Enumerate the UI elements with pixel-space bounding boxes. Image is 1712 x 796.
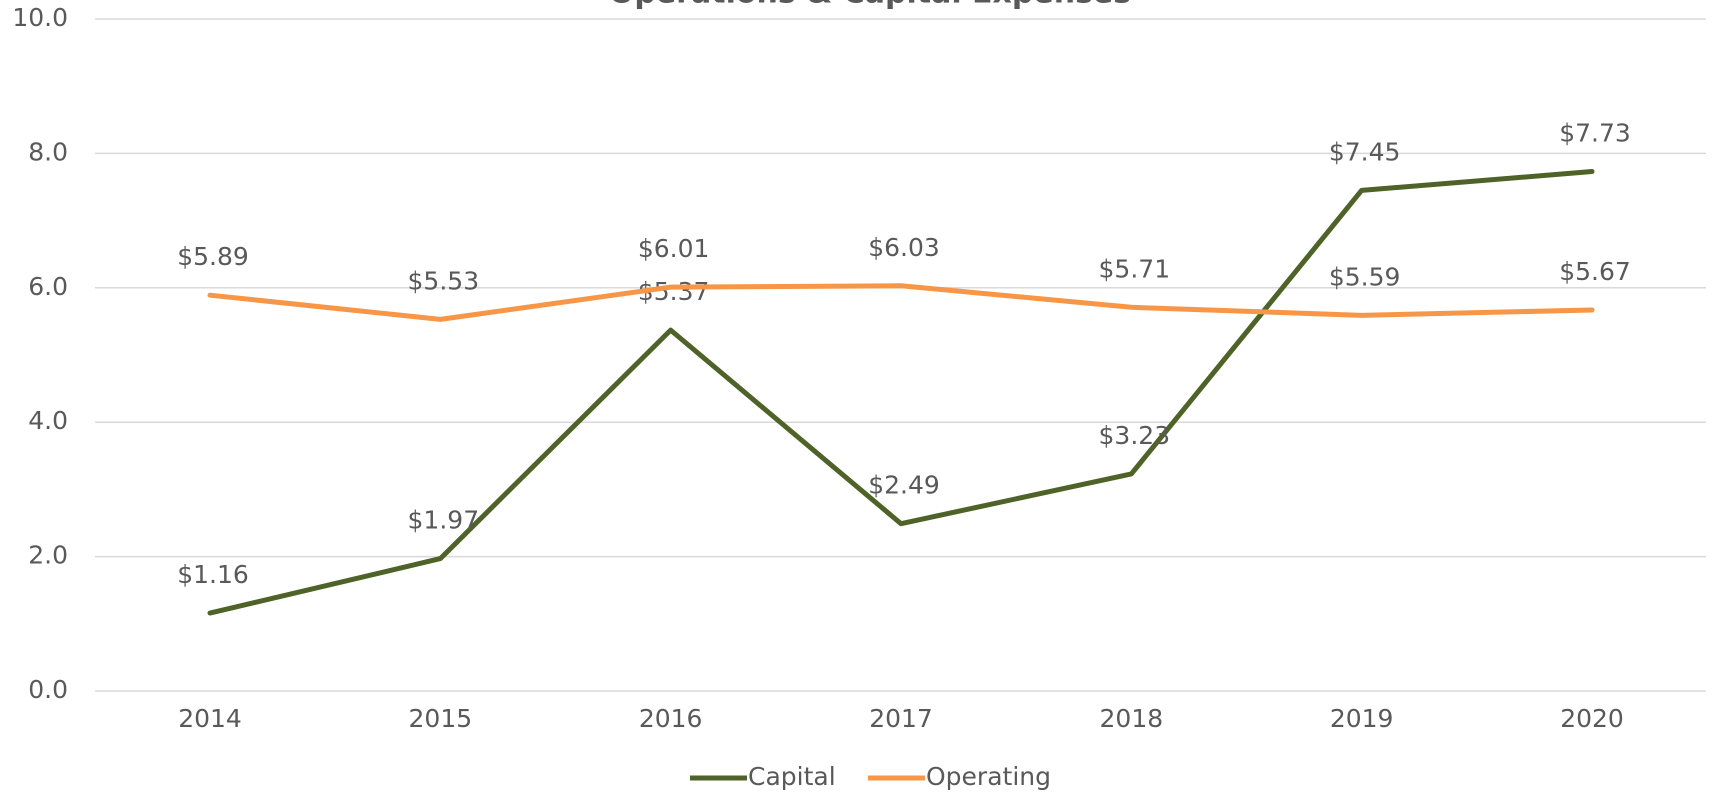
data-label: $1.16 [177, 560, 249, 589]
data-label: $5.53 [408, 266, 480, 295]
data-label: $6.03 [868, 233, 940, 262]
line-series [207, 169, 1595, 616]
data-label: $5.67 [1559, 257, 1631, 286]
x-tick-label: 2017 [869, 704, 933, 733]
data-label: $7.73 [1559, 119, 1631, 148]
data-label: $3.23 [1099, 421, 1171, 450]
legend-label: Operating [926, 762, 1051, 791]
x-tick-label: 2014 [178, 704, 242, 733]
data-label: $5.59 [1329, 262, 1401, 291]
data-label: $6.01 [638, 234, 710, 263]
data-label: $5.71 [1099, 254, 1171, 283]
data-label: $1.97 [408, 506, 480, 535]
x-tick-label: 2019 [1330, 704, 1394, 733]
y-tick-label: 6.0 [28, 272, 68, 301]
x-tick-label: 2018 [1100, 704, 1164, 733]
y-tick-label: 4.0 [28, 406, 68, 435]
line-series [207, 283, 1595, 322]
data-label: $7.45 [1329, 137, 1401, 166]
x-tick-label: 2020 [1560, 704, 1624, 733]
x-tick-label: 2015 [409, 704, 473, 733]
data-label: $5.89 [177, 242, 249, 271]
x-tick-label: 2016 [639, 704, 703, 733]
y-tick-label: 0.0 [28, 675, 68, 704]
y-tick-label: 2.0 [28, 541, 68, 570]
legend-label: Capital [748, 762, 836, 791]
chart-title: Operations & Capital Expenses [609, 0, 1131, 11]
y-tick-label: 10.0 [12, 3, 68, 32]
y-tick-label: 8.0 [28, 137, 68, 166]
data-label: $2.49 [868, 471, 940, 500]
